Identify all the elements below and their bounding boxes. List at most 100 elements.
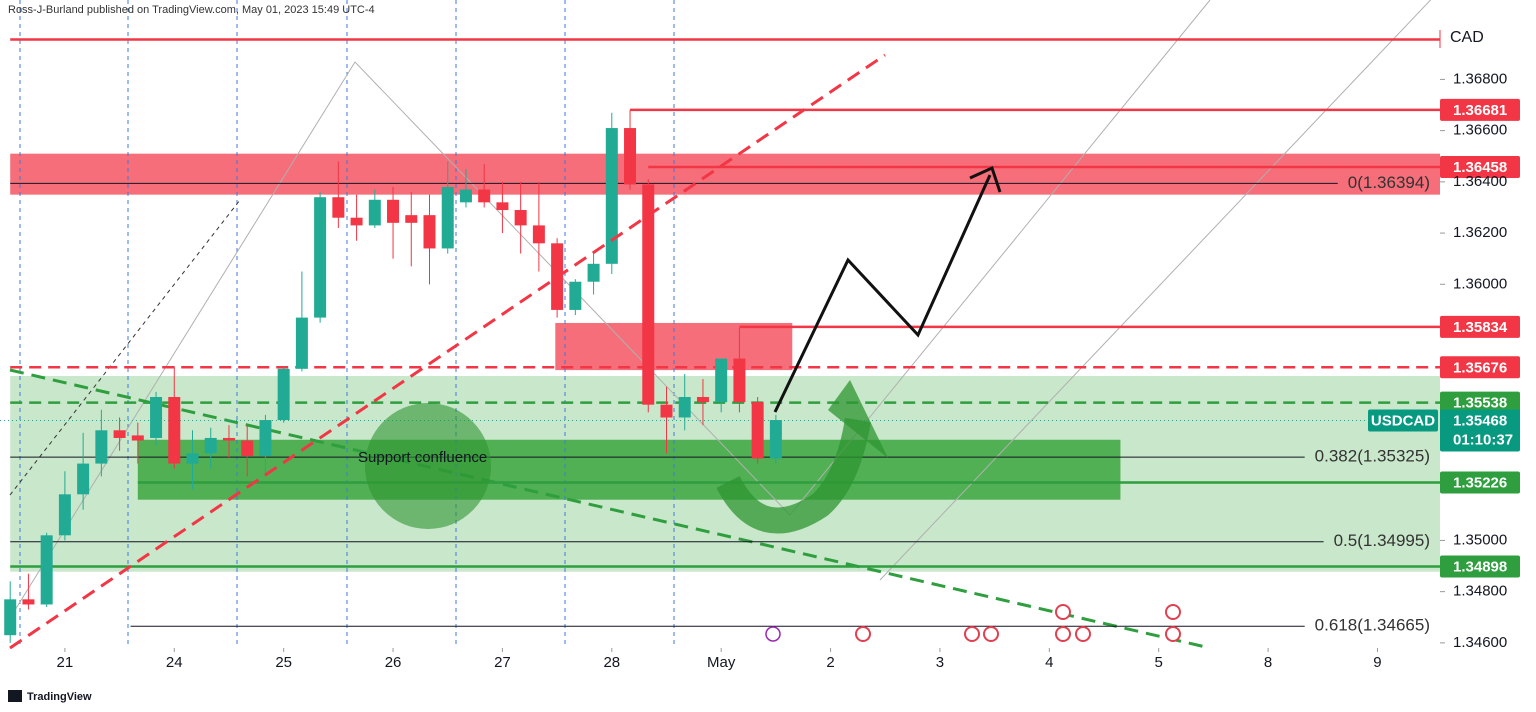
fib-label: 0.382(1.35325) [1315, 447, 1430, 466]
symbol-label: USDCAD [1371, 413, 1435, 430]
countdown: 01:10:37 [1453, 432, 1513, 449]
candle-body [204, 437, 217, 454]
event-icon [765, 626, 781, 642]
candle-body [569, 281, 582, 310]
candle-body [751, 402, 764, 459]
candle-body [696, 396, 709, 403]
event-icon [964, 626, 980, 642]
x-tick-label: May [707, 654, 736, 671]
candle-body [350, 217, 363, 226]
price-tag-label: 1.35834 [1453, 319, 1508, 336]
last-price-label: 1.35468 [1453, 413, 1507, 430]
price-tag-label: 1.34898 [1453, 559, 1507, 576]
event-icon [855, 626, 871, 642]
event-icon [1165, 604, 1181, 620]
x-tick-label: 26 [385, 654, 402, 671]
y-tick-label: 1.36200 [1453, 224, 1507, 241]
y-tick-label: 1.36600 [1453, 122, 1507, 139]
price-tag-label: 1.35538 [1453, 395, 1507, 412]
x-tick-label: 27 [494, 654, 511, 671]
dotted-trendline [9, 199, 241, 496]
curved-arrow [716, 417, 871, 534]
price-tag [1440, 555, 1520, 578]
candle-body [277, 368, 290, 421]
x-tick-label: 28 [603, 654, 620, 671]
price-tag [1440, 471, 1520, 494]
watermark: TradingView [27, 691, 92, 703]
fib-label: 0.5(1.34995) [1334, 531, 1430, 550]
candle-body [478, 189, 491, 203]
candle-body [150, 396, 163, 438]
x-tick-label: 2 [826, 654, 834, 671]
candle-body [241, 440, 254, 456]
candle-body [624, 128, 637, 185]
price-tag [1440, 356, 1520, 379]
support-circle [365, 403, 491, 529]
last-price-tag [1440, 409, 1520, 452]
x-tick-label: 24 [166, 654, 183, 671]
header: Ross-J-Burland published on TradingView.… [8, 4, 375, 16]
candle-body [405, 215, 418, 223]
annotations [9, 53, 1181, 650]
x-tick-label: 3 [936, 654, 944, 671]
candle-body [168, 396, 181, 464]
logo [8, 690, 22, 702]
price-tag-label: 1.36458 [1453, 159, 1507, 176]
x-tick-label: 8 [1264, 654, 1272, 671]
candle-body [222, 437, 235, 441]
projection-path [773, 174, 992, 413]
candle-body [642, 184, 655, 405]
candle-body [496, 202, 509, 211]
candle-body [678, 396, 691, 418]
candle-body [131, 435, 144, 441]
y-tick-label: 1.36000 [1453, 275, 1507, 292]
x-tick-label: 21 [57, 654, 74, 671]
candle-body [77, 463, 90, 495]
candle-body [423, 215, 436, 249]
candle-body [514, 210, 527, 226]
candle-body [733, 358, 746, 403]
x-tick-label: 25 [275, 654, 292, 671]
y-tick-label: 1.36400 [1453, 173, 1507, 190]
y-tick-label: 1.36800 [1453, 70, 1507, 87]
annotation-text: Support confluence [358, 449, 487, 466]
x-tick-label: 5 [1155, 654, 1163, 671]
red-trendline [9, 53, 886, 650]
event-icons [765, 604, 1181, 642]
candle-body [259, 420, 272, 456]
candle-body [387, 199, 400, 223]
candle-body [715, 358, 728, 403]
y-tick-label: 1.35000 [1453, 531, 1507, 548]
price-tag [1440, 315, 1520, 338]
candle-body [532, 225, 545, 244]
x-tick-label: 4 [1045, 654, 1053, 671]
projection-arrowhead [969, 165, 1002, 193]
currency: CAD [1450, 29, 1484, 46]
candle-body [769, 420, 782, 459]
zone [137, 439, 1121, 500]
event-icon [1165, 626, 1181, 642]
event-icon [1055, 604, 1071, 620]
fib-label: 0(1.36394) [1348, 173, 1430, 192]
candle-body [441, 186, 454, 249]
event-icon [983, 626, 999, 642]
price-tag-label: 1.35226 [1453, 475, 1507, 492]
symbol-tag [1368, 409, 1438, 432]
candle-body [58, 494, 71, 536]
fib-label: 0.618(1.34665) [1315, 616, 1430, 635]
candle-body [587, 263, 600, 282]
price-tag [1440, 155, 1520, 178]
candle-body [332, 197, 345, 218]
x-tick-label: 9 [1373, 654, 1381, 671]
candle-body [459, 189, 472, 203]
price-tag [1440, 98, 1520, 121]
candle-body [314, 197, 327, 318]
price-tag-label: 1.36681 [1453, 102, 1507, 119]
candle-body [4, 599, 17, 636]
candle-body [295, 317, 308, 369]
candle-body [95, 430, 108, 464]
candle-body [660, 404, 673, 418]
candle-body [40, 535, 53, 605]
event-icon [1055, 626, 1071, 642]
